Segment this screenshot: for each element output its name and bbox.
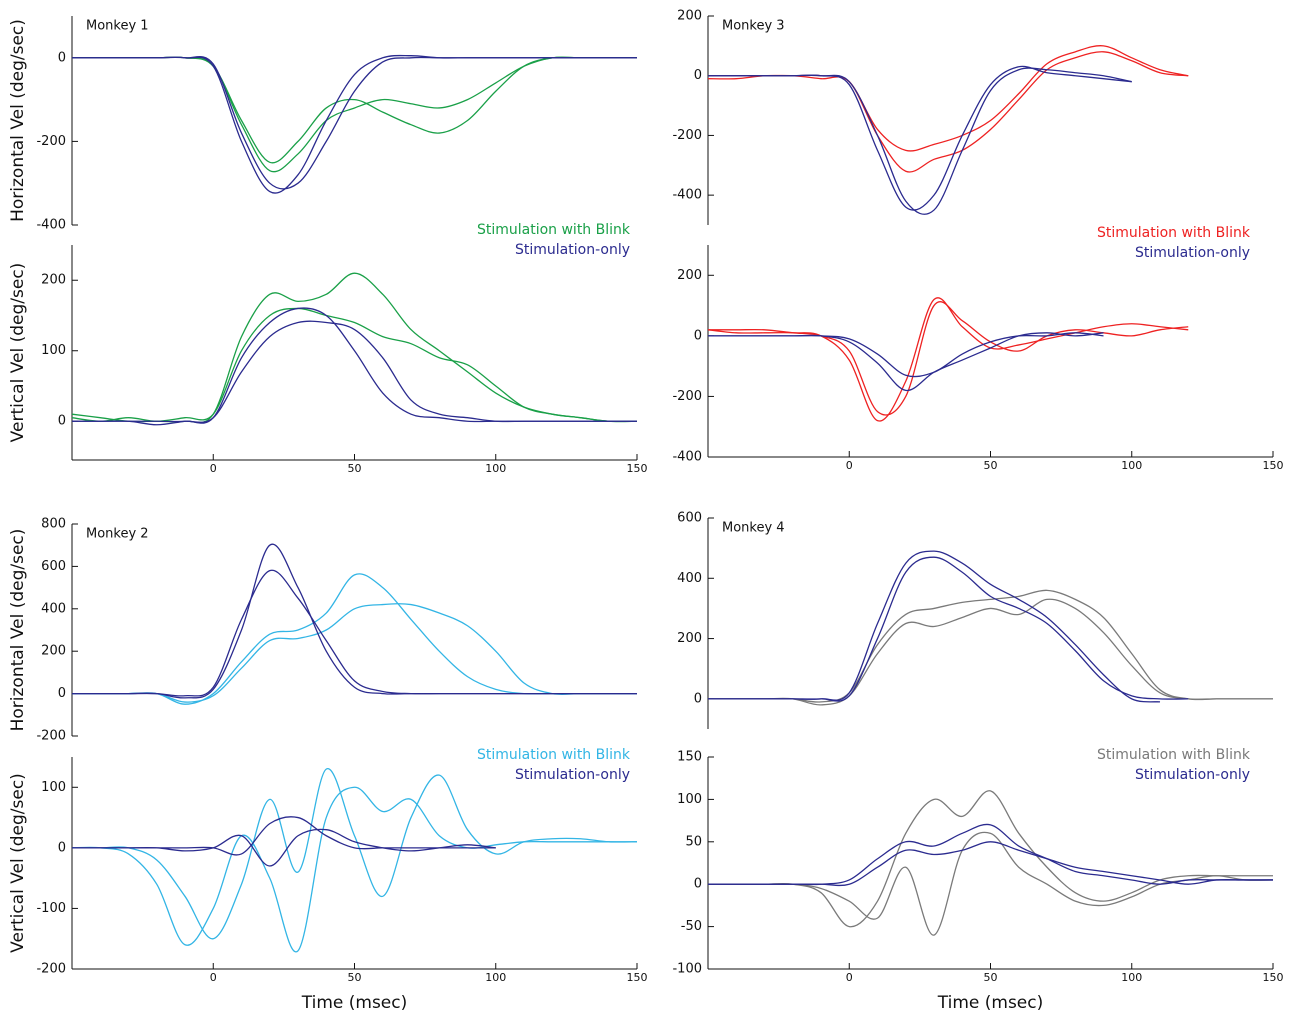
trace: [707, 301, 1189, 416]
y-tick-label: -400: [672, 188, 702, 203]
y-tick-label: 400: [41, 601, 66, 616]
y-tick-label: -200: [672, 128, 702, 143]
y-tick-label: 0: [58, 840, 66, 855]
y-tick-label: -50: [681, 919, 702, 934]
trace: [708, 589, 1273, 703]
trace: [71, 786, 637, 953]
x-tick-label: 0: [846, 459, 853, 472]
y-tick-label: -100: [672, 962, 702, 977]
x-tick-label: 50: [984, 459, 998, 472]
trace: [708, 332, 1104, 392]
trace: [708, 51, 1189, 173]
trace: [708, 598, 1273, 706]
y-tick-label: 200: [677, 268, 702, 283]
x-tick-label: 100: [1121, 971, 1142, 984]
y-tick-label: -400: [672, 450, 702, 465]
trace: [708, 65, 1132, 211]
y-tick-label: -100: [36, 901, 66, 916]
y-tick-label: 0: [694, 68, 702, 83]
trace: [71, 320, 637, 423]
legend-entry: Stimulation-only: [515, 767, 630, 783]
y-tick-label: 200: [41, 644, 66, 659]
x-tick-label: 150: [1263, 459, 1284, 472]
x-tick-label: 0: [210, 462, 217, 475]
y-tick-label: 200: [677, 631, 702, 646]
y-tick-label: 200: [41, 273, 66, 288]
trace: [72, 828, 496, 867]
panel-label: Monkey 4: [722, 521, 785, 536]
x-tick-label: 0: [846, 971, 853, 984]
legend-entry: Stimulation with Blink: [477, 747, 631, 763]
panel-label: Monkey 3: [722, 19, 785, 34]
x-tick-label: 150: [1263, 971, 1284, 984]
trace: [708, 67, 1132, 215]
y-tick-label: 0: [694, 877, 702, 892]
y-tick-label: 50: [685, 834, 702, 849]
y-tick-label: 200: [677, 9, 702, 24]
y-tick-label: 0: [694, 691, 702, 706]
legend-entry: Stimulation-only: [1135, 767, 1250, 783]
x-tick-label: 100: [1121, 459, 1142, 472]
y-tick-label: 800: [41, 517, 66, 532]
x-tick-label: 0: [210, 971, 217, 984]
y-tick-label: 100: [41, 343, 66, 358]
y-axis-label: Horizontal Vel (deg/sec): [8, 529, 28, 732]
trace: [707, 297, 1189, 422]
x-tick-label: 100: [485, 971, 506, 984]
y-tick-label: 600: [677, 511, 702, 526]
trace: [72, 55, 637, 190]
y-tick-label: 0: [694, 328, 702, 343]
y-axis-label: Vertical Vel (deg/sec): [8, 263, 28, 443]
trace: [72, 56, 637, 164]
trace: [707, 790, 1273, 928]
legend-entry: Stimulation with Blink: [1097, 225, 1251, 241]
y-tick-label: 0: [58, 50, 66, 65]
trace: [72, 569, 637, 697]
y-tick-label: 0: [58, 414, 66, 429]
trace: [707, 45, 1189, 152]
trace: [71, 307, 637, 426]
y-axis-label: Horizontal Vel (deg/sec): [8, 19, 28, 222]
trace: [72, 768, 638, 940]
y-tick-label: -200: [36, 134, 66, 149]
y-tick-label: 600: [41, 559, 66, 574]
y-tick-label: 100: [41, 780, 66, 795]
x-axis-label: Time (msec): [937, 993, 1044, 1013]
x-axis-label: Time (msec): [301, 993, 408, 1013]
legend-entry: Stimulation with Blink: [1097, 747, 1251, 763]
trace: [72, 573, 637, 705]
x-tick-label: 150: [627, 971, 648, 984]
y-tick-label: 100: [677, 792, 702, 807]
y-tick-label: 150: [677, 750, 702, 765]
x-tick-label: 50: [984, 971, 998, 984]
y-tick-label: 400: [677, 571, 702, 586]
x-tick-label: 150: [627, 462, 648, 475]
x-tick-label: 50: [348, 971, 362, 984]
trace: [72, 543, 637, 699]
x-tick-label: 50: [348, 462, 362, 475]
y-tick-label: 0: [58, 686, 66, 701]
y-tick-label: -200: [36, 962, 66, 977]
y-tick-label: -200: [672, 389, 702, 404]
trace: [71, 307, 638, 423]
x-tick-label: 100: [485, 462, 506, 475]
trace: [707, 841, 1273, 887]
legend-entry: Stimulation with Blink: [477, 222, 631, 238]
y-tick-label: -200: [36, 729, 66, 744]
y-axis-label: Vertical Vel (deg/sec): [8, 773, 28, 953]
trace: [71, 272, 638, 424]
trace: [72, 54, 637, 194]
trace: [708, 556, 1189, 702]
panel-label: Monkey 2: [86, 527, 149, 542]
panel-label: Monkey 1: [86, 19, 149, 34]
legend-entry: Stimulation-only: [1135, 245, 1250, 261]
y-tick-label: -400: [36, 218, 66, 233]
legend-entry: Stimulation-only: [515, 242, 630, 258]
trace: [72, 603, 637, 703]
